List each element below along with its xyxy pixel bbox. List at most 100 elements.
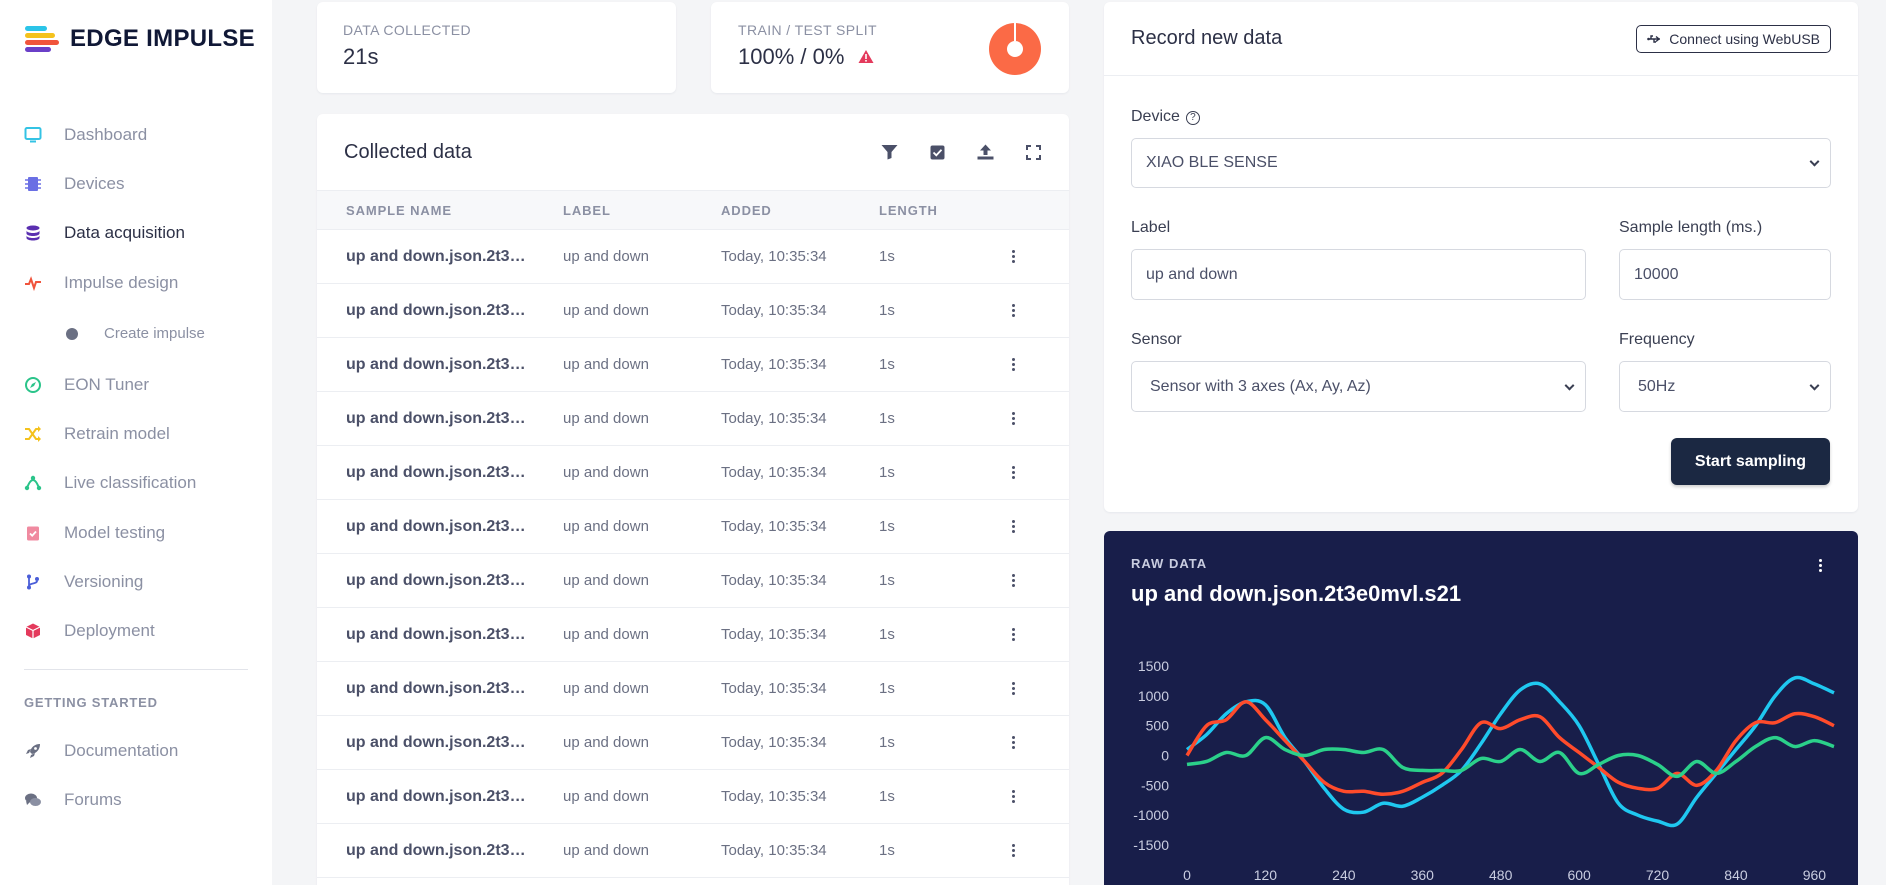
warning-icon[interactable] <box>858 44 874 70</box>
table-row[interactable]: up and down.json.2t3e0... up and down Toda… <box>317 446 1069 500</box>
nav-create-impulse[interactable]: Create impulse <box>0 307 272 360</box>
nav-model-testing-label: Model testing <box>64 522 166 542</box>
nav-live-classification[interactable]: Live classification <box>0 459 272 508</box>
shuffle-icon <box>24 425 42 443</box>
sample-name-cell: up and down.json.2t3e0... <box>346 679 534 697</box>
raw-data-chart: 1500 1000 500 0 -500 -1000 -1500 0 120 240 360 480 6… <box>1133 658 1835 883</box>
sensor-select[interactable]: Sensor with 3 axes (Ax, Ay, Az) <box>1131 361 1586 412</box>
table-row[interactable]: up and down.json.2t3e0... up and down Toda… <box>317 554 1069 608</box>
column-label[interactable]: LABEL <box>563 202 611 218</box>
row-menu-icon[interactable] <box>1004 354 1023 375</box>
brand-logo[interactable]: EDGE IMPULSE <box>25 25 255 53</box>
table-row[interactable]: up and down.json.2t3e0... up and down Toda… <box>317 284 1069 338</box>
clipboard-check-icon <box>24 524 42 542</box>
frequency-select[interactable]: 50Hz <box>1619 361 1831 412</box>
sample-name-cell: up and down.json.2t3e0... <box>346 463 534 481</box>
upload-icon[interactable] <box>976 143 994 161</box>
row-menu-icon[interactable] <box>1004 516 1023 537</box>
row-menu-icon[interactable] <box>1004 840 1023 861</box>
length-cell: 1s <box>879 788 895 805</box>
start-sampling-button[interactable]: Start sampling <box>1671 438 1830 485</box>
nav-forums[interactable]: Forums <box>0 775 272 824</box>
added-cell: Today, 10:35:34 <box>721 302 827 319</box>
column-added[interactable]: ADDED <box>721 202 772 218</box>
table-row[interactable]: up and down.json.2t3e0... up and down Toda… <box>317 824 1069 878</box>
collected-data-rows: up and down.json.2t3e0... up and down Toda… <box>317 230 1069 878</box>
nav-deployment[interactable]: Deployment <box>0 607 272 656</box>
column-length[interactable]: LENGTH <box>879 202 938 218</box>
edge-impulse-logo-icon <box>25 25 61 53</box>
row-menu-icon[interactable] <box>1004 732 1023 753</box>
data-collected-card: DATA COLLECTED 21s <box>317 2 676 93</box>
added-cell: Today, 10:35:34 <box>721 518 827 535</box>
y-tick-label: 0 <box>1161 748 1169 764</box>
raw-data-title: up and down.json.2t3e0mvl.s21 <box>1131 581 1462 606</box>
added-cell: Today, 10:35:34 <box>721 464 827 481</box>
label-cell: up and down <box>563 248 649 265</box>
train-test-split-donut <box>989 23 1041 75</box>
select-checkbox-icon[interactable] <box>928 143 946 161</box>
label-input-value: up and down <box>1146 265 1238 283</box>
added-cell: Today, 10:35:34 <box>721 572 827 589</box>
raw-data-menu-icon[interactable] <box>1811 555 1830 576</box>
monitor-icon <box>24 126 42 144</box>
row-menu-icon[interactable] <box>1004 300 1023 321</box>
data-collected-label: DATA COLLECTED <box>343 22 471 38</box>
table-row[interactable]: up and down.json.2t3e0... up and down Toda… <box>317 608 1069 662</box>
table-row[interactable]: up and down.json.2t3e0... up and down Toda… <box>317 230 1069 284</box>
device-label-text: Device <box>1131 108 1180 125</box>
usb-icon <box>1647 34 1661 43</box>
added-cell: Today, 10:35:34 <box>721 680 827 697</box>
row-menu-icon[interactable] <box>1004 246 1023 267</box>
nav-model-testing[interactable]: Model testing <box>0 508 272 557</box>
row-menu-icon[interactable] <box>1004 408 1023 429</box>
length-cell: 1s <box>879 410 895 427</box>
train-test-split-card: TRAIN / TEST SPLIT 100% / 0% <box>711 2 1069 93</box>
length-cell: 1s <box>879 518 895 535</box>
table-row[interactable]: up and down.json.2t3e0... up and down Toda… <box>317 392 1069 446</box>
x-tick-label: 480 <box>1489 867 1513 883</box>
sample-length-label: Sample length (ms.) <box>1619 219 1763 236</box>
nav-eon-tuner[interactable]: EON Tuner <box>0 360 272 409</box>
length-cell: 1s <box>879 572 895 589</box>
main-nav: Dashboard Devices Data acquisition Impul… <box>0 110 272 656</box>
nav-retrain-model[interactable]: Retrain model <box>0 409 272 458</box>
row-menu-icon[interactable] <box>1004 624 1023 645</box>
nav-dashboard[interactable]: Dashboard <box>0 110 272 159</box>
table-row[interactable]: up and down.json.2t3e0... up and down Toda… <box>317 500 1069 554</box>
filter-icon[interactable] <box>880 143 898 161</box>
table-row[interactable]: up and down.json.2t3e0... up and down Toda… <box>317 338 1069 392</box>
raw-data-panel: RAW DATA up and down.json.2t3e0mvl.s21 1… <box>1104 531 1858 885</box>
x-tick-label: 120 <box>1254 867 1278 883</box>
raw-data-label: RAW DATA <box>1131 556 1208 571</box>
nav-impulse-design[interactable]: Impulse design <box>0 258 272 307</box>
column-sample-name[interactable]: SAMPLE NAME <box>346 202 452 218</box>
label-input[interactable]: up and down <box>1131 249 1586 300</box>
added-cell: Today, 10:35:34 <box>721 356 827 373</box>
device-label: Device? <box>1131 108 1200 126</box>
device-select[interactable]: XIAO BLE SENSE <box>1131 138 1831 188</box>
data-collected-value: 21s <box>343 44 379 69</box>
row-menu-icon[interactable] <box>1004 462 1023 483</box>
table-row[interactable]: up and down.json.2t3e0... up and down Toda… <box>317 770 1069 824</box>
expand-icon[interactable] <box>1024 143 1042 161</box>
sample-name-cell: up and down.json.2t3e0... <box>346 733 534 751</box>
nav-devices[interactable]: Devices <box>0 159 272 208</box>
nav-data-acquisition[interactable]: Data acquisition <box>0 209 272 258</box>
nav-forums-label: Forums <box>64 789 122 809</box>
row-menu-icon[interactable] <box>1004 678 1023 699</box>
sample-name-cell: up and down.json.2t3e0... <box>346 409 534 427</box>
row-menu-icon[interactable] <box>1004 570 1023 591</box>
chevron-down-icon <box>1809 380 1820 391</box>
table-row[interactable]: up and down.json.2t3e0... up and down Toda… <box>317 662 1069 716</box>
help-icon[interactable]: ? <box>1185 110 1200 125</box>
row-menu-icon[interactable] <box>1004 786 1023 807</box>
nav-versioning[interactable]: Versioning <box>0 557 272 606</box>
nav-deployment-label: Deployment <box>64 621 155 641</box>
connect-webusb-label: Connect using WebUSB <box>1669 30 1820 47</box>
connect-webusb-button[interactable]: Connect using WebUSB <box>1636 24 1831 53</box>
frequency-label: Frequency <box>1619 331 1695 348</box>
table-row[interactable]: up and down.json.2t3e0... up and down Toda… <box>317 716 1069 770</box>
nav-documentation[interactable]: Documentation <box>0 726 272 775</box>
sample-length-input[interactable]: 10000 <box>1619 249 1831 300</box>
